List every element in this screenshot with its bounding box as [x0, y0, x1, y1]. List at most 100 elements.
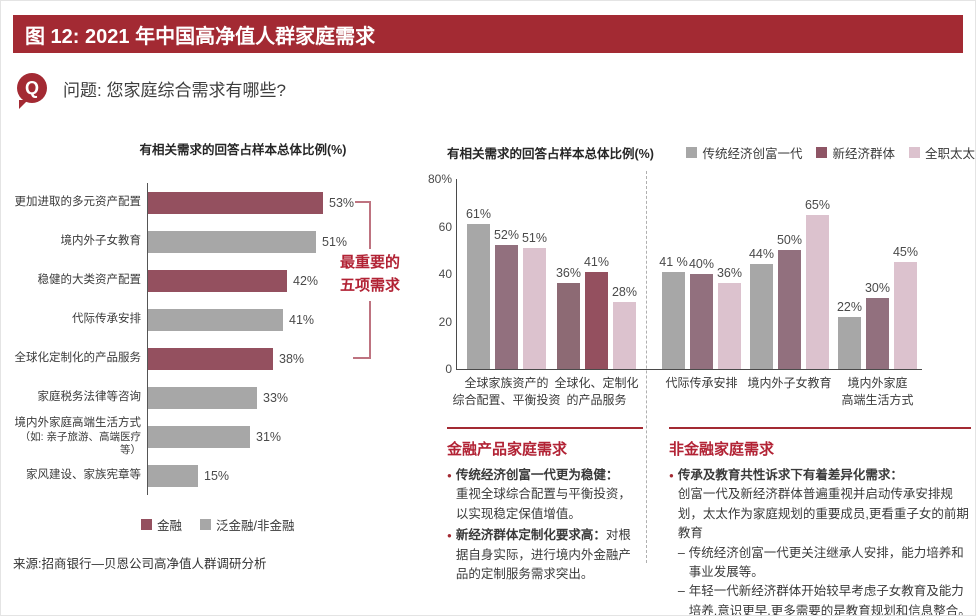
bullet-text: 传统经济创富一代更为稳健： 重视全球综合配置与平衡投资，以实现稳定保值增值。 — [456, 466, 643, 524]
bar-value-label: 52% — [493, 228, 520, 242]
note-subitem: – 传统经济创富一代更关注继承人安排，能力培养和事业发展等。 — [678, 544, 971, 583]
bar-group: 22% 30% 45% — [837, 245, 918, 369]
subitem-text: 年轻一代新经济群体开始较早考虑子女教育及能力培养,意识更早,更多需要的是教育规划… — [688, 584, 971, 616]
bar-zone: 15% — [147, 456, 365, 495]
bar: 36% — [556, 266, 581, 369]
bar-value-label: 36% — [555, 266, 582, 280]
category-label-line: 更加进取的多元资产配置 — [14, 196, 142, 209]
bar-value-label: 33% — [263, 390, 289, 405]
bar: 22% — [837, 300, 862, 369]
left-chart-legend: 金融 泛金融/非金融 — [141, 515, 295, 534]
category-label-line: 境内外子女教育 — [747, 376, 832, 390]
hbar-row: 境内外子女教育 51% — [13, 222, 365, 261]
top-five-annotation: 最重要的 五项需求 — [328, 251, 412, 298]
y-axis-tick-label: 60 — [438, 219, 452, 234]
category-label-line: 境内外子女教育 — [60, 235, 142, 248]
source-line: 来源:招商银行—贝恩公司高净值人群调研分析 — [13, 557, 267, 571]
question-text: 问题: 您家庭综合需求有哪些? — [63, 80, 286, 100]
question-row: Q 问题: 您家庭综合需求有哪些? — [17, 73, 286, 109]
bar-value-label: 51% — [521, 231, 548, 245]
bar-value-label: 50% — [776, 233, 803, 247]
section-title: 非金融家庭需求 — [669, 441, 775, 458]
question-icon-letter: Q — [24, 77, 39, 98]
question-bubble-icon: Q — [17, 73, 47, 109]
y-axis-tick-label: 80% — [427, 172, 452, 186]
legend-swatch — [141, 519, 152, 530]
category-label-line: 境内外家庭高端生活方式 — [14, 417, 142, 430]
category-label: 全球家族资产的 综合配置、平衡投资 — [437, 375, 577, 409]
legend-label: 传统经济创富一代 — [702, 147, 803, 161]
category-label-line: 综合配置、平衡投资 — [452, 392, 561, 407]
bullet-dot: ● — [669, 471, 674, 480]
bar-value-label: 53% — [329, 195, 355, 210]
bar-value-label: 51% — [322, 234, 348, 249]
bar — [148, 191, 323, 214]
bar — [148, 386, 257, 409]
figure-title-bar: 图 12: 2021 年中国高净值人群家庭需求 — [13, 15, 963, 53]
bar-value-label: 45% — [892, 245, 919, 259]
hbar-row: 境内外家庭高端生活方式 （如: 亲子旅游、高端医疗等） 31% — [13, 417, 365, 456]
bar-value-label: 31% — [256, 429, 282, 444]
note-bullet: ● 新经济群体定制化要求高：对根据自身实际，进行境内外金融产品的定制服务需求突出。 — [447, 526, 643, 584]
bar: 41 % — [659, 255, 688, 369]
bar-value-label: 38% — [279, 351, 305, 366]
vbar-plot-area: 80% 60 40 20 0 61% 52% 51% 全球家族资产的 综合配置、平衡投资 36% 41… — [428, 172, 922, 407]
legend-item: 全职太太 — [908, 143, 975, 162]
bar-zone: 42% — [147, 261, 365, 300]
category-label-line: 代际传承安排 — [665, 376, 738, 390]
bullet-lead: 传承及教育共性诉求下有着差异化需求： — [677, 468, 903, 482]
bar-zone: 33% — [147, 378, 365, 417]
bracket-line-upper — [369, 201, 371, 249]
category-label: 代际传承安排 — [632, 375, 772, 392]
bar-zone: 41% — [147, 300, 365, 339]
bullet-dot: ● — [447, 531, 452, 541]
bar: 36% — [717, 266, 742, 369]
bracket-line-lower — [369, 301, 371, 357]
category-label-line: 高端生活方式 — [841, 392, 914, 407]
category-label: 家风建设、家族宪章等 — [13, 468, 147, 482]
note-bullet: ● 传承及教育共性诉求下有着差异化需求： 创富一代及新经济群体普遍重视并启动传承安排… — [669, 466, 971, 616]
category-label: 境内外家庭高端生活方式 （如: 亲子旅游、高端医疗等） — [13, 416, 147, 457]
y-axis-tick-label: 20 — [438, 314, 452, 329]
bullet-text: 新经济群体定制化要求高：对根据自身实际，进行境内外金融产品的定制服务需求突出。 — [456, 526, 643, 584]
bar-value-label: 15% — [204, 468, 230, 483]
bullet-body: 重视全球综合配置与平衡投资，以实现稳定保值增值。 — [455, 487, 631, 521]
hbar-row: 更加进取的多元资产配置 53% — [13, 183, 365, 222]
bar: 30% — [865, 281, 890, 369]
hbar-rows: 更加进取的多元资产配置 53% 境内外子女教育 51% 稳健的大类资产配置 42% 代际传承… — [13, 183, 365, 495]
section-title: 金融产品家庭需求 — [447, 441, 568, 458]
annotation-line: 五项需求 — [339, 277, 400, 295]
bar-group: 41 % 40% 36% — [659, 255, 742, 369]
category-label: 代际传承安排 — [13, 312, 147, 326]
overall-needs-chart: 有相关需求的回答占样本总体比例(%) 更加进取的多元资产配置 53% 境内外子女教育… — [13, 131, 437, 561]
bar-value-label: 61% — [465, 207, 492, 221]
bar: 40% — [689, 257, 714, 369]
legend-item: 金融 — [141, 515, 182, 534]
category-label: 全球化定制化的产品服务 — [13, 351, 147, 365]
hbar-row: 家庭税务法律等咨询 33% — [13, 378, 365, 417]
right-chart-title: 有相关需求的回答占样本总体比例(%) — [447, 147, 654, 161]
section-rule — [447, 427, 643, 429]
bar: 51% — [522, 231, 547, 369]
legend-label: 新经济群体 — [832, 147, 895, 161]
bullet-text: 传承及教育共性诉求下有着差异化需求： 创富一代及新经济群体普遍重视并启动传承安排规… — [677, 466, 971, 616]
bar-value-label: 44% — [748, 247, 775, 261]
bar-group: 61% 52% 51% — [466, 207, 547, 369]
bar-zone: 51% — [147, 222, 365, 261]
annotation-line: 最重要的 — [339, 254, 400, 271]
subitem-text: 传统经济创富一代更关注继承人安排，能力培养和事业发展等。 — [688, 545, 964, 579]
category-label-line: 境内外家庭 — [847, 376, 908, 390]
hbar-row: 全球化定制化的产品服务 38% — [13, 339, 365, 378]
bar — [148, 269, 287, 292]
bar: 50% — [777, 233, 802, 369]
bar: 44% — [749, 247, 774, 369]
hbar-row: 稳健的大类资产配置 42% — [13, 261, 365, 300]
category-label-line: 家庭税务法律等咨询 — [37, 391, 142, 404]
legend-swatch — [686, 147, 698, 158]
subitem-dash: – — [677, 545, 685, 560]
bar: 65% — [805, 198, 830, 369]
category-label: 家庭税务法律等咨询 — [13, 390, 147, 404]
bar-value-label: 41% — [583, 255, 610, 269]
bar-value-label: 40% — [688, 257, 715, 271]
